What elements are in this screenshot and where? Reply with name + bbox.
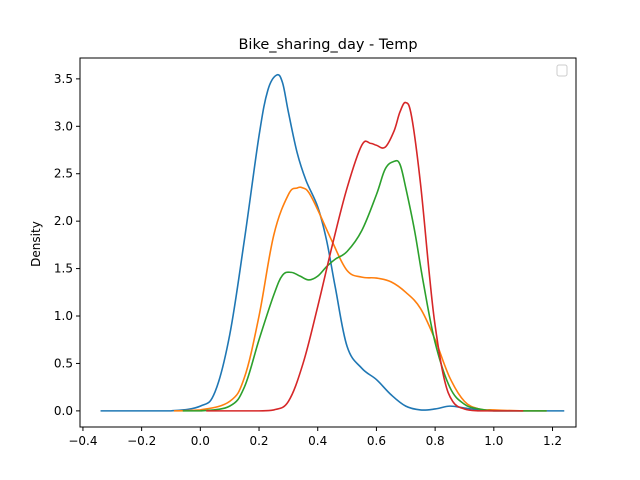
y-tick-label: 2.0 [54,214,73,228]
x-tick-label: 0.6 [367,434,386,448]
x-tick-label: 0.8 [426,434,445,448]
plot-area: −0.4 −0.2 0.0 0.2 0.4 0.6 0.8 1.0 1.2 0.0 0.5 1.0 1.… [54,57,577,448]
y-tick-label: 1.5 [54,262,73,276]
x-tick-label: 1.0 [484,434,503,448]
chart-title: Bike_sharing_day - Temp [238,37,417,53]
series-line-4 [206,101,524,412]
y-axis-label: Density [29,221,43,267]
y-tick-label: 3.0 [54,119,73,133]
y-tick-label: 2.5 [54,167,73,181]
legend-box [556,64,568,77]
y-tick-label: 3.5 [54,72,73,86]
x-tick-label: 1.2 [543,434,562,448]
x-tick-label: 0.2 [249,434,268,448]
x-tick-label: −0.2 [127,434,156,448]
x-tick-label: 0.0 [191,434,210,448]
series-line-2 [173,186,547,412]
y-tick-label: 1.0 [54,309,73,323]
x-tick-label: −0.4 [68,434,97,448]
series-line-3 [182,159,547,412]
y-tick-label: 0.5 [54,356,73,370]
y-tick-label: 0.0 [54,404,73,418]
axes-frame [79,57,577,428]
x-tick-label: 0.4 [308,434,327,448]
